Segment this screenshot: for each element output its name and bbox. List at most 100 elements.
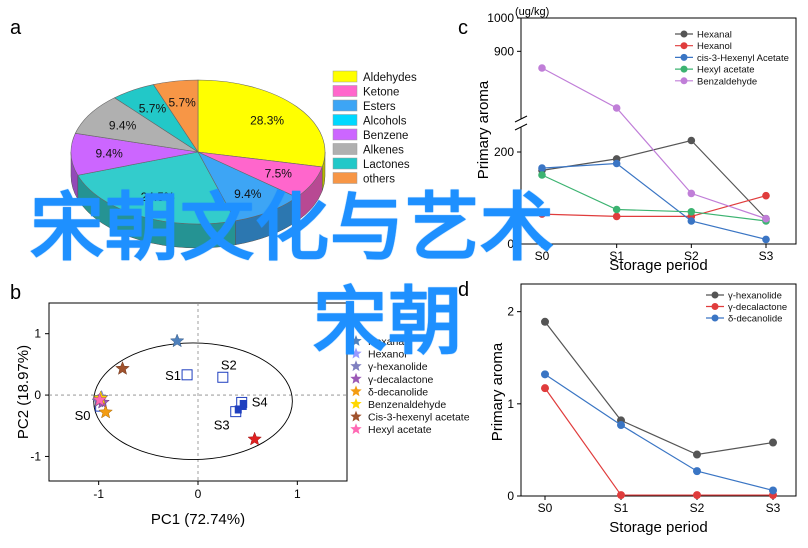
data-point (769, 486, 777, 495)
y-tick-label: 200 (494, 145, 514, 159)
legend-swatch (332, 143, 358, 155)
legend-swatch (332, 157, 358, 170)
legend-label: others (363, 174, 395, 186)
series-line (544, 321, 774, 456)
x-tick-label: -1 (93, 487, 104, 501)
legend-label: Lactones (363, 159, 410, 171)
legend-label: γ-decalactone (728, 302, 787, 313)
y-tick-label: 2 (507, 305, 514, 319)
legend-marker (680, 30, 688, 38)
x-tick-label: 1 (294, 487, 301, 501)
sample-marker-fill (239, 399, 247, 410)
pie-slice (197, 79, 326, 168)
pie-slice (152, 79, 199, 153)
legend-marker (350, 410, 362, 422)
y-axis-label: Primary aroma (489, 342, 506, 441)
x-tick-label: S2 (690, 501, 705, 515)
legend-marker (350, 372, 362, 384)
data-point (762, 214, 770, 223)
legend-label: Alkenes (363, 145, 404, 157)
x-tick-label: S1 (609, 249, 624, 263)
variable-point (169, 333, 185, 348)
pca-chart-b: -1 0 1 -1 0 1 PC1 (72.74%) PC2 (18.97%) S0 S1 S2 S3… (15, 302, 470, 528)
data-point (693, 467, 701, 476)
data-point (541, 317, 549, 326)
series-line (541, 174, 767, 222)
data-point (612, 205, 621, 214)
x-axis-label: Storage period (609, 257, 707, 274)
legend-label: Cis-3-hexenyl acetate (368, 412, 470, 424)
data-point (687, 136, 696, 145)
line-chart-c: (ug/kg) 0 200 900 1000 S0 S1 S2 S3 Storage period… (475, 6, 797, 274)
data-point (612, 212, 621, 221)
sample-label: S2 (221, 357, 237, 372)
variable-point (115, 361, 130, 375)
legend-label: γ-decalactone (368, 374, 434, 386)
overlay-title-line1: 宋朝文化与艺术 (30, 185, 555, 271)
pie-slice-label: 9.4% (95, 147, 123, 161)
legend-marker (711, 291, 719, 299)
x-tick-label: S2 (684, 249, 699, 263)
legend-marker (350, 335, 362, 346)
data-point (538, 210, 546, 218)
sample-marker-fill (234, 405, 242, 414)
sample-label: S1 (165, 368, 181, 383)
pie-slice-label: 5.7% (139, 102, 167, 116)
sample-label: S3 (214, 418, 230, 433)
y-axis-label: PC2 (18.97%) (15, 345, 32, 439)
series-line (544, 373, 774, 492)
data-point (687, 189, 696, 198)
data-point (693, 491, 701, 500)
y-tick-label: 1 (34, 327, 41, 341)
y-tick-label: 1 (507, 397, 514, 411)
series-line (541, 139, 767, 220)
data-point (687, 217, 696, 225)
legend-label: Hexanol (368, 349, 407, 361)
legend-label: Ketone (363, 87, 399, 99)
legend-swatch (332, 128, 358, 141)
sample-point (181, 369, 193, 381)
legend-label: Benzene (363, 130, 408, 142)
data-point (612, 104, 621, 112)
data-point (617, 421, 625, 430)
legend-marker (680, 42, 688, 50)
legend-swatch (332, 114, 358, 126)
y-tick-label: 0 (34, 388, 41, 402)
legend-label: Hexanol (697, 41, 732, 52)
legend-marker (350, 423, 362, 435)
x-axis-label: Storage period (609, 519, 707, 536)
legend-marker (680, 53, 688, 61)
pie-slice-label: 9.4% (234, 187, 262, 201)
legend-swatch (332, 85, 358, 97)
data-point (541, 384, 549, 393)
panel-label-a: a (10, 17, 22, 39)
axis-break-gap (515, 119, 529, 127)
variable-point (98, 404, 113, 419)
data-point (693, 450, 701, 459)
x-tick-label: S3 (766, 501, 781, 515)
legend-swatch (332, 99, 358, 112)
panel-label-d: d (458, 279, 469, 301)
legend-label: Aldehydes (363, 72, 417, 84)
sample-point (217, 371, 229, 383)
plot-frame (520, 283, 797, 497)
x-tick-label: S3 (759, 249, 774, 263)
legend-label: Hexanal (368, 336, 407, 348)
pie-slice-label: 9.4% (109, 118, 137, 132)
legend-label: Benzaldehyde (697, 76, 757, 87)
unit-label: (ug/kg) (515, 6, 549, 18)
pie-slice-label: 24.5% (141, 190, 175, 204)
legend-label: Hexyl acetate (368, 424, 432, 436)
x-tick-label: S1 (614, 501, 629, 515)
data-point (687, 208, 696, 216)
series-line (541, 195, 767, 217)
legend-label: Benzenaldehyde (368, 399, 446, 411)
legend-marker (350, 347, 362, 359)
legend-label: δ-decanolide (368, 386, 428, 398)
legend-label: Alcohols (363, 116, 407, 128)
x-tick-label: S0 (535, 249, 550, 263)
data-point (617, 491, 625, 500)
pie-slice-label: 7.5% (265, 167, 293, 181)
legend-label: Hexyl acetate (697, 65, 755, 76)
